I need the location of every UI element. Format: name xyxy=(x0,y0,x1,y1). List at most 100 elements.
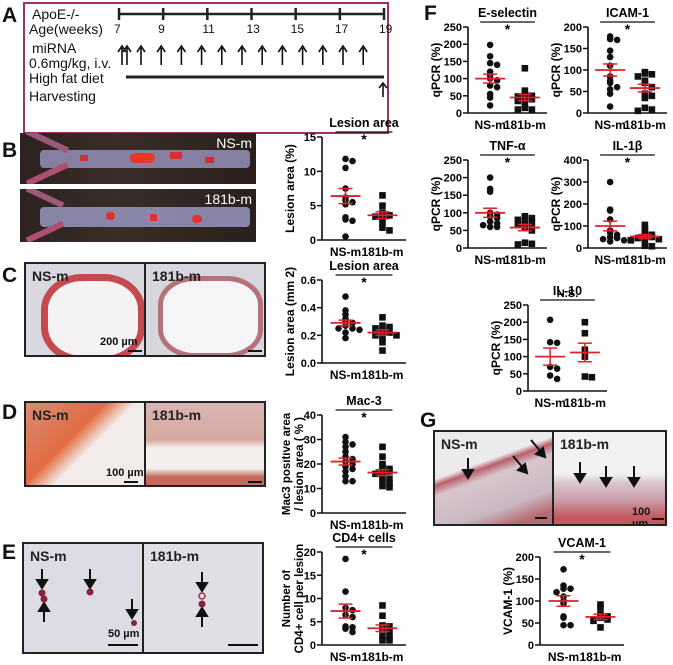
svg-text:250: 250 xyxy=(444,22,462,34)
scale-bar xyxy=(228,644,258,646)
svg-text:TNF-α: TNF-α xyxy=(489,139,525,153)
image-label: 181b-m xyxy=(152,407,202,423)
histology-d-181b-m: 181b-m xyxy=(144,401,266,487)
svg-text:qPCR (%): qPCR (%) xyxy=(549,43,563,98)
histology-d-ns-m: NS-m 100 µm xyxy=(24,401,146,487)
svg-text:400: 400 xyxy=(564,155,582,167)
image-label: 181b-m xyxy=(204,191,252,207)
image-label: 181b-m xyxy=(152,268,202,284)
svg-text:0.2: 0.2 xyxy=(301,330,316,342)
image-label: 181b-m xyxy=(560,436,610,452)
svg-text:150: 150 xyxy=(564,44,582,56)
week-tick-label: 13 xyxy=(246,22,260,36)
svg-text:100: 100 xyxy=(564,65,582,77)
svg-text:181b-m: 181b-m xyxy=(504,118,546,132)
panel-label-e: E xyxy=(2,541,17,564)
svg-text:181b-m: 181b-m xyxy=(564,396,606,410)
chart-c-lesion-area-mm2: Lesion area (mm 2) 0.0 0.2 0.4 0.6 Lesion are… xyxy=(283,259,406,382)
svg-text:*: * xyxy=(505,21,511,37)
svg-text:0: 0 xyxy=(528,640,534,652)
diet-label: High fat diet xyxy=(29,70,104,86)
image-label: NS-m xyxy=(441,436,478,452)
svg-text:15: 15 xyxy=(304,570,316,582)
svg-text:10: 10 xyxy=(304,594,316,606)
svg-text:15: 15 xyxy=(304,132,316,144)
svg-text:NS-m: NS-m xyxy=(474,253,505,267)
svg-text:0: 0 xyxy=(310,235,316,247)
scale-bar xyxy=(248,481,262,483)
svg-text:Lesion area: Lesion area xyxy=(329,116,400,130)
scale-label: 100 µm xyxy=(106,467,144,479)
svg-text:0.0: 0.0 xyxy=(301,358,316,370)
histology-g-ns-m: NS-m xyxy=(433,430,554,526)
svg-text:20: 20 xyxy=(304,547,316,559)
svg-text:40: 40 xyxy=(304,410,316,422)
scale-bar xyxy=(128,350,142,352)
svg-text:10: 10 xyxy=(304,166,316,178)
svg-text:10: 10 xyxy=(304,484,316,496)
svg-text:181b-m: 181b-m xyxy=(624,118,666,132)
chart-e-cd4: Number of CD4+ cell per lesion 0 5 10 15 20 CD4… xyxy=(282,531,406,664)
svg-text:150: 150 xyxy=(516,574,534,586)
week-tick-label: 9 xyxy=(158,22,165,36)
svg-text:NS-m: NS-m xyxy=(594,118,625,132)
image-label: NS-m xyxy=(216,135,252,151)
svg-text:200: 200 xyxy=(516,552,534,564)
histology-e-181b-m: 181b-m xyxy=(142,542,264,654)
svg-text:NS-m: NS-m xyxy=(330,368,361,382)
svg-text:ICAM-1: ICAM-1 xyxy=(606,6,649,20)
svg-text:20: 20 xyxy=(304,459,316,471)
svg-text:0.4: 0.4 xyxy=(301,303,317,315)
svg-text:200: 200 xyxy=(564,22,582,34)
svg-text:200: 200 xyxy=(444,173,462,185)
panel-label-d: D xyxy=(2,401,18,424)
svg-text:5: 5 xyxy=(310,201,316,213)
svg-text:*: * xyxy=(361,131,367,147)
scale-bar xyxy=(124,481,138,483)
svg-text:NS-m: NS-m xyxy=(474,118,505,132)
svg-text:0: 0 xyxy=(576,243,582,255)
svg-text:150: 150 xyxy=(504,334,522,346)
panel-label-b: B xyxy=(2,139,18,162)
mirna-label: miRNA xyxy=(32,40,77,56)
svg-text:181b-m: 181b-m xyxy=(361,650,403,664)
svg-text:*: * xyxy=(625,154,631,170)
histology-c-181b-m: 181b-m xyxy=(144,262,266,357)
aorta-image-ns-m: NS-m xyxy=(20,133,256,184)
arrow-markers xyxy=(35,569,139,626)
svg-text:100: 100 xyxy=(516,596,534,608)
svg-text:*: * xyxy=(625,21,631,37)
week-tick-label: 19 xyxy=(379,22,393,36)
panel-label-c: C xyxy=(2,264,18,287)
svg-text:Lesion area (%): Lesion area (%) xyxy=(283,144,297,233)
dose-label: 0.6mg/kg, i.v. xyxy=(29,55,112,71)
scale-bar xyxy=(535,517,547,519)
mouse-strain-label: ApoE-/- xyxy=(32,6,80,22)
svg-text:Lesion area (mm 2): Lesion area (mm 2) xyxy=(283,267,297,376)
scale-label: 50 µm xyxy=(108,628,140,640)
svg-text:NS-m: NS-m xyxy=(330,650,361,664)
svg-text:0: 0 xyxy=(310,508,316,520)
svg-text:50: 50 xyxy=(522,618,534,630)
svg-text:qPCR (%): qPCR (%) xyxy=(429,177,443,232)
scale-bar xyxy=(652,518,664,520)
harvest-label: Harvesting xyxy=(29,88,96,104)
svg-text:*: * xyxy=(361,409,367,425)
svg-text:Lesion area: Lesion area xyxy=(329,259,400,273)
chart-g-vcam1: VCAM-1 (%) 0 50 100 150 200 VCAM-1* NS-m 181b-m xyxy=(501,536,624,664)
arrow-markers xyxy=(461,439,547,480)
svg-text:IL-1β: IL-1β xyxy=(613,139,643,153)
image-label: 181b-m xyxy=(150,548,200,564)
svg-text:NS-m: NS-m xyxy=(594,253,625,267)
svg-text:*: * xyxy=(361,546,367,562)
svg-text:CD4+ cell per lesion: CD4+ cell per lesion xyxy=(294,544,306,654)
svg-text:Mac3 positive area: Mac3 positive area xyxy=(282,412,293,515)
image-label: NS-m xyxy=(30,548,67,564)
svg-text:200: 200 xyxy=(504,317,522,329)
svg-text:30: 30 xyxy=(304,435,316,447)
svg-text:181b-m: 181b-m xyxy=(361,245,403,259)
week-tick-label: 17 xyxy=(334,22,349,36)
